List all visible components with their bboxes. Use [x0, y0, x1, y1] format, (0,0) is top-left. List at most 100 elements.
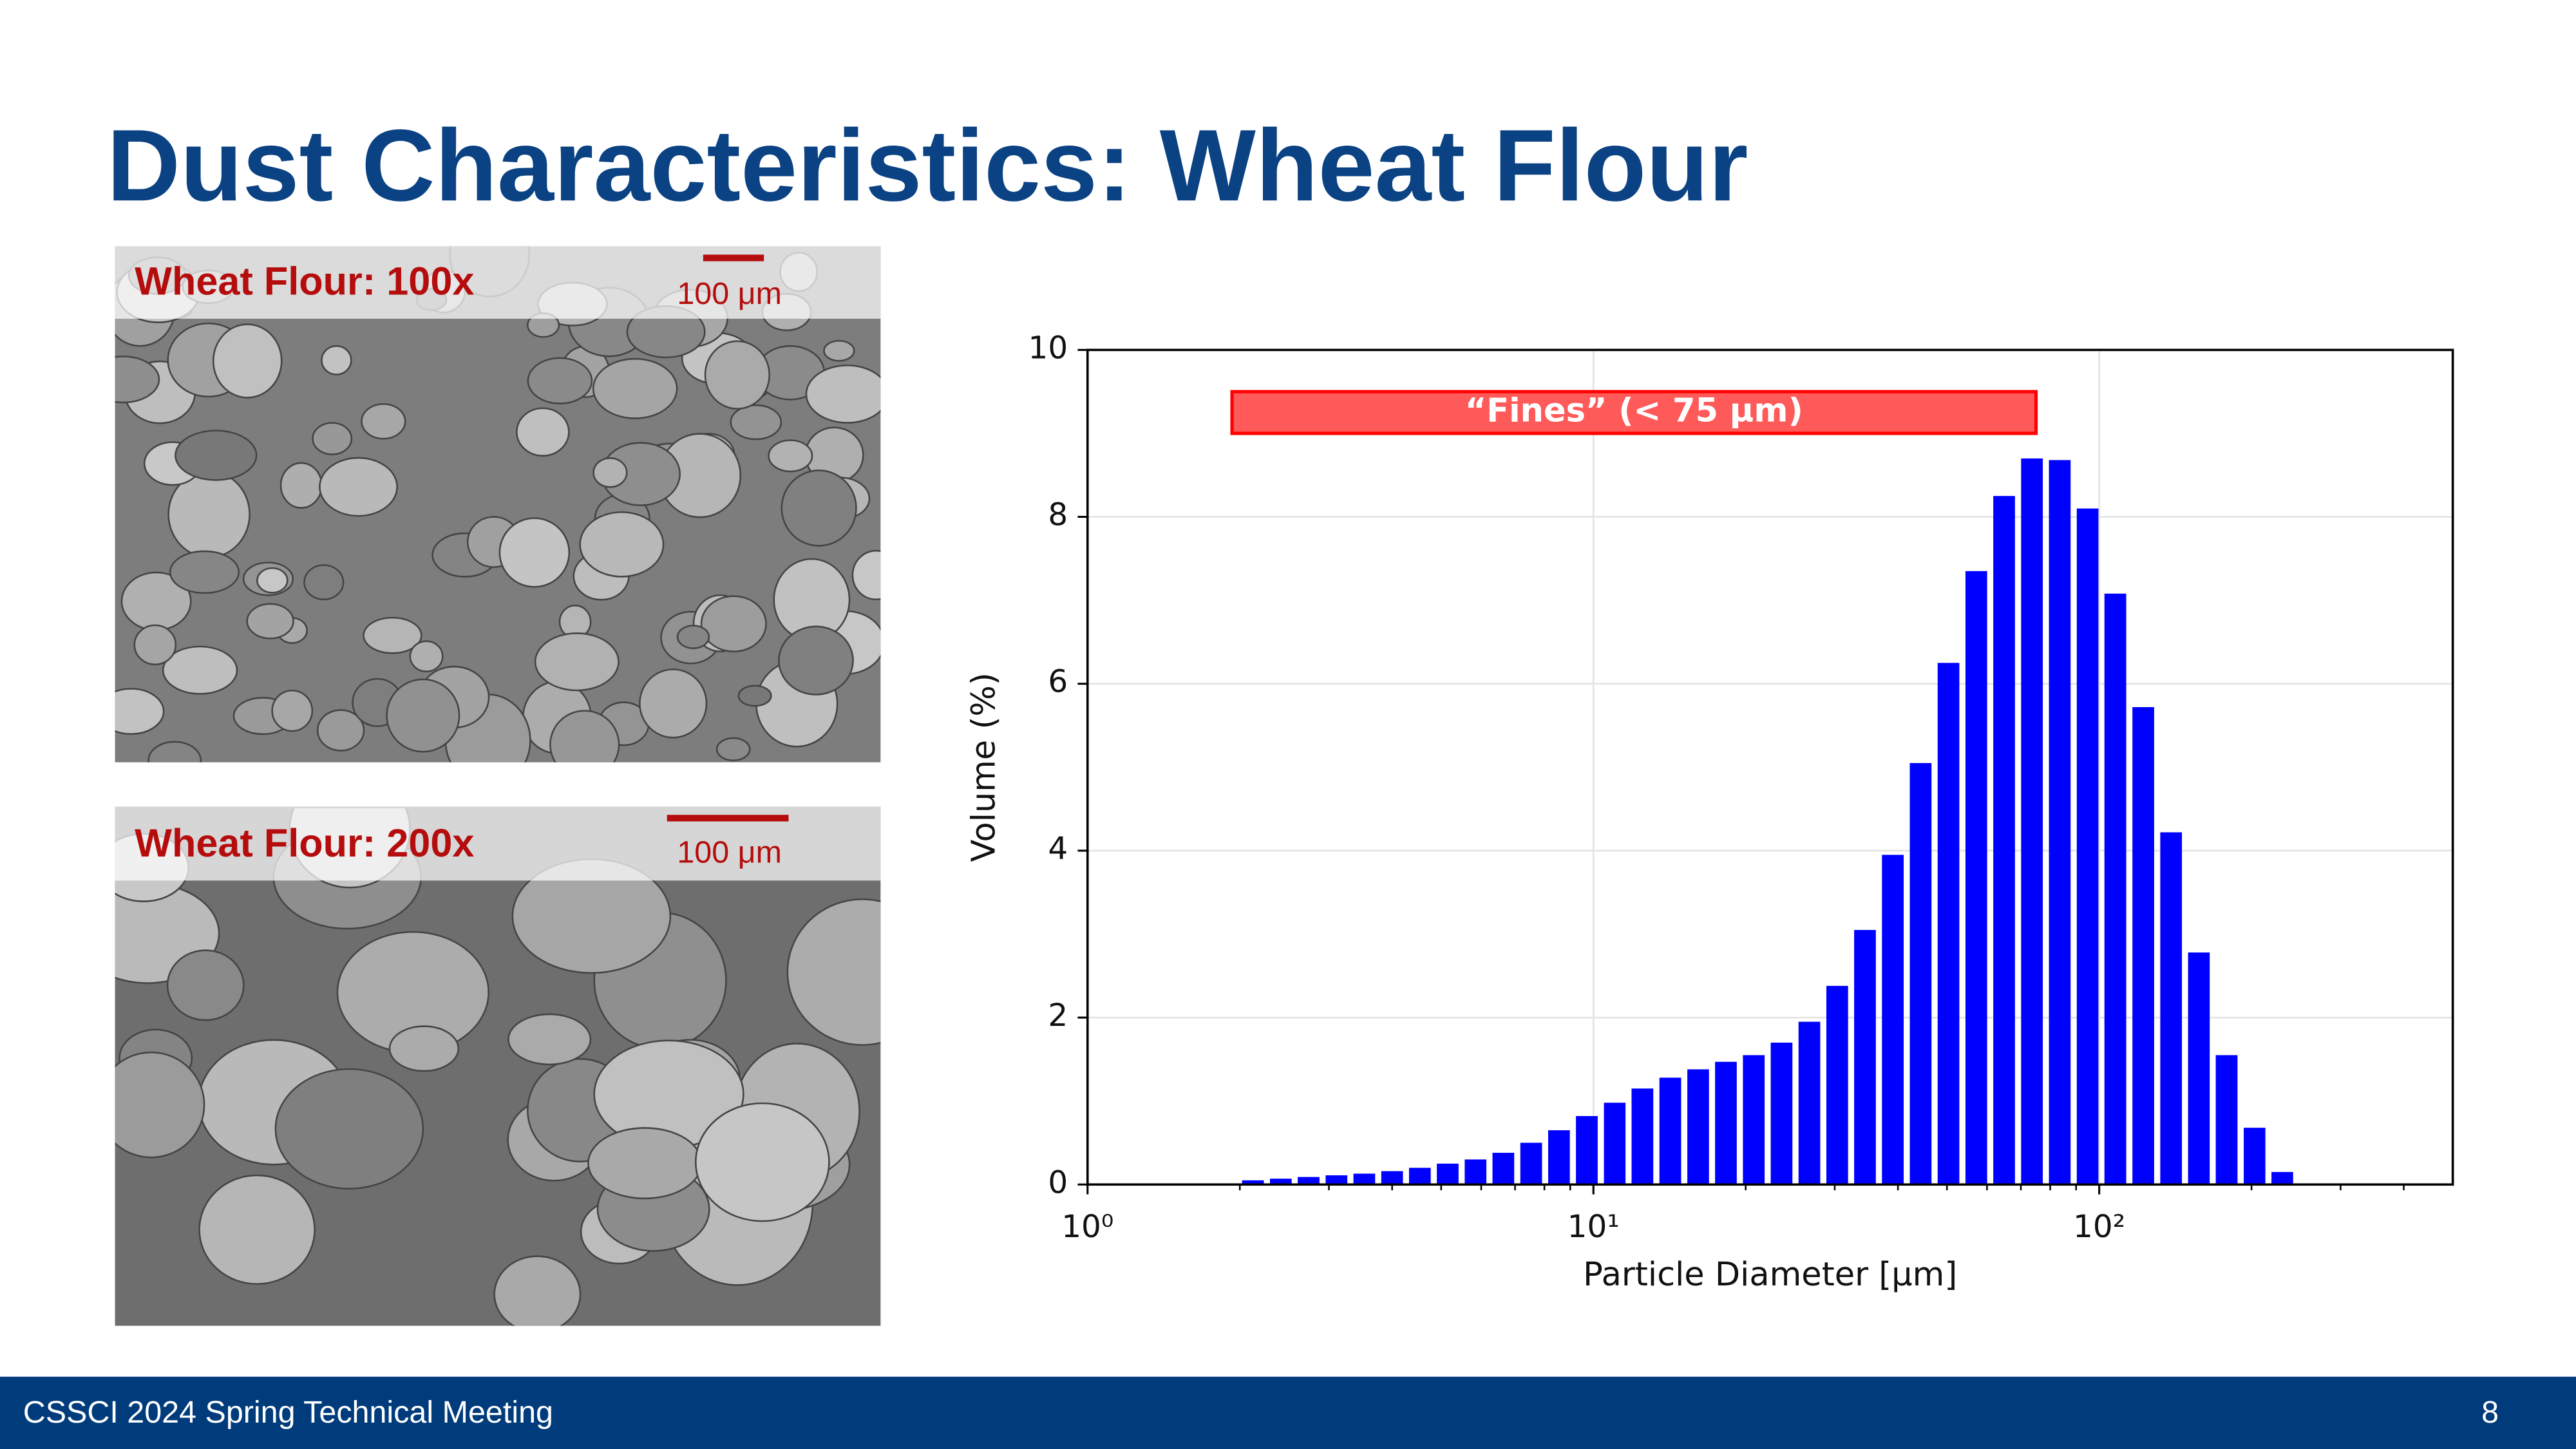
particle	[409, 640, 444, 672]
particle	[316, 709, 365, 752]
bar	[2076, 508, 2099, 1185]
bar	[1437, 1163, 1459, 1185]
particle	[639, 668, 708, 739]
particle	[361, 403, 406, 440]
particle	[700, 595, 767, 652]
bar	[1604, 1103, 1626, 1185]
particle	[592, 357, 678, 419]
bar	[1687, 1069, 1709, 1185]
bar	[1826, 985, 1848, 1185]
particle	[786, 898, 881, 1046]
page-number: 8	[2481, 1395, 2499, 1430]
particle	[246, 603, 294, 639]
particle	[823, 339, 855, 362]
particle	[579, 511, 665, 578]
particle	[363, 616, 422, 654]
bar	[1743, 1055, 1765, 1185]
particle	[527, 357, 593, 404]
particle	[312, 422, 353, 455]
particle	[175, 430, 258, 481]
plot-frame	[1086, 348, 2454, 1186]
bar	[2049, 460, 2071, 1185]
y-tick-label: 8	[1048, 497, 1068, 533]
particle	[498, 517, 571, 588]
y-tick-label: 2	[1048, 998, 1068, 1034]
particle	[507, 1013, 592, 1066]
particle	[386, 678, 460, 753]
bar	[1715, 1061, 1737, 1185]
particle	[166, 949, 245, 1021]
bar	[1937, 663, 1960, 1185]
bar	[1353, 1173, 1376, 1185]
particle	[715, 737, 751, 761]
particle	[303, 564, 345, 601]
particle	[587, 1127, 703, 1200]
particle	[493, 1255, 582, 1326]
x-axis-title: Particle Diameter [μm]	[1583, 1256, 1957, 1294]
y-axis-title: Volume (%)	[965, 672, 1003, 862]
particle	[198, 1174, 316, 1285]
particle	[768, 439, 813, 473]
y-tick-label: 10	[1028, 330, 1068, 366]
bar	[2215, 1055, 2238, 1185]
particle	[805, 365, 881, 424]
particle	[704, 340, 770, 410]
particle	[695, 1102, 830, 1222]
particles	[115, 808, 881, 1326]
particle	[778, 625, 854, 696]
bar	[1882, 855, 1904, 1185]
bar	[1965, 571, 1987, 1185]
particle	[676, 625, 710, 649]
bar	[1408, 1168, 1431, 1185]
particle	[274, 1068, 424, 1190]
particle	[212, 323, 283, 399]
y-tick-label: 0	[1048, 1164, 1068, 1200]
annotation-box	[1230, 390, 2038, 435]
bar	[1464, 1159, 1487, 1185]
bar	[1381, 1171, 1403, 1185]
bar	[1993, 496, 2015, 1185]
bar	[1242, 1180, 1264, 1185]
bar	[2021, 458, 2043, 1185]
bar	[1798, 1021, 1821, 1185]
particle	[319, 457, 398, 517]
x-tick-label: 10²	[2073, 1209, 2125, 1245]
particle	[115, 355, 160, 404]
particle	[279, 462, 323, 509]
bar	[1548, 1130, 1570, 1185]
y-tick-label: 4	[1048, 831, 1068, 867]
bar	[1631, 1088, 1654, 1185]
particle	[169, 550, 240, 594]
bar	[1576, 1116, 1598, 1185]
particle	[781, 469, 857, 547]
image-caption: Wheat Flour: 100x	[135, 259, 474, 303]
chart: 0 2 4 6 8 10 10⁰ 10¹ 10² “Fines” (< 75 μm) Particl…	[965, 330, 2454, 1294]
bar	[1659, 1077, 1681, 1185]
bar	[2132, 707, 2154, 1185]
bar	[1520, 1142, 1542, 1185]
particle	[737, 685, 772, 707]
particle	[147, 741, 202, 762]
image-caption: Wheat Flour: 200x	[135, 821, 474, 865]
particle	[321, 345, 352, 375]
annotation-text: “Fines” (< 75 μm)	[1465, 392, 1803, 430]
particle	[115, 1051, 205, 1159]
particle	[516, 407, 570, 457]
bar	[1325, 1175, 1348, 1185]
particle	[534, 632, 620, 692]
particle	[162, 645, 238, 695]
bar	[1770, 1042, 1793, 1185]
x-tick-label: 10¹	[1567, 1209, 1620, 1245]
particle	[851, 549, 881, 601]
captions: Wheat Flour: 100x 100 μm Wheat Flour: 20…	[115, 246, 881, 881]
particle	[388, 1025, 460, 1072]
particle	[592, 457, 628, 488]
slide-title: Dust Characteristics: Wheat Flour	[107, 108, 1748, 222]
bar	[1298, 1177, 1320, 1185]
sem-image	[115, 806, 881, 1326]
particle	[115, 688, 165, 735]
bar	[1270, 1179, 1292, 1185]
particle	[133, 624, 177, 666]
